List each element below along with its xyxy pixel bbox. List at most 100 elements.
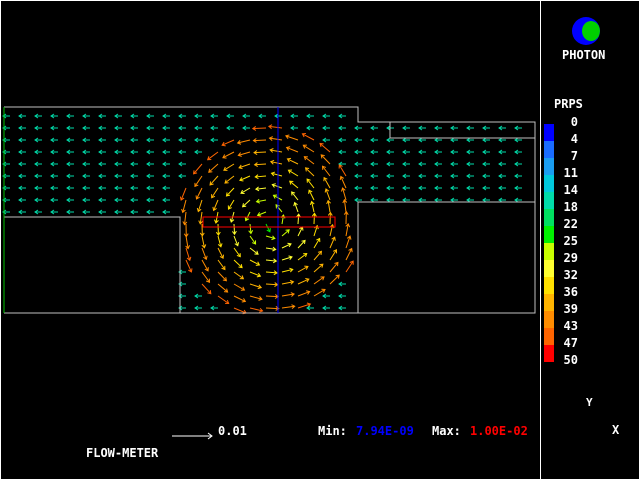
velocity-vector	[18, 161, 26, 167]
velocity-vector	[402, 173, 410, 179]
velocity-vector	[434, 125, 442, 131]
velocity-vector	[98, 113, 106, 119]
velocity-vector	[185, 259, 193, 273]
photon-logo-icon	[572, 17, 600, 45]
velocity-vector	[342, 198, 348, 213]
velocity-vector	[98, 185, 106, 191]
velocity-vector	[237, 151, 251, 157]
velocity-vector	[233, 247, 241, 258]
velocity-vector	[450, 149, 458, 155]
velocity-vector	[285, 146, 299, 153]
velocity-vector	[297, 278, 310, 285]
velocity-vector	[338, 305, 346, 311]
legend-swatch	[544, 226, 554, 243]
velocity-vector	[185, 247, 192, 262]
velocity-vector	[482, 125, 490, 131]
velocity-vector	[217, 247, 225, 260]
velocity-vector	[233, 235, 240, 247]
velocity-vector	[217, 235, 223, 248]
velocity-vector	[466, 185, 474, 191]
velocity-vector	[386, 197, 394, 203]
velocity-vector	[185, 235, 191, 250]
velocity-vector	[370, 197, 378, 203]
legend-swatch	[544, 124, 554, 141]
velocity-vector	[130, 185, 138, 191]
velocity-vector	[114, 149, 122, 155]
velocity-vector	[66, 185, 74, 191]
velocity-vector	[311, 212, 317, 225]
velocity-vector	[66, 113, 74, 119]
velocity-vector	[236, 139, 251, 145]
velocity-vector	[354, 161, 362, 167]
velocity-vector	[82, 161, 90, 167]
velocity-vector	[256, 211, 267, 217]
velocity-vector	[179, 187, 187, 201]
velocity-vector	[265, 235, 276, 241]
velocity-vector	[253, 150, 267, 155]
velocity-vector	[227, 199, 235, 210]
velocity-vector	[221, 139, 235, 147]
velocity-vector	[370, 137, 378, 143]
velocity-vector	[182, 211, 188, 226]
velocity-vector	[434, 149, 442, 155]
velocity-vector	[514, 197, 522, 203]
velocity-vector	[194, 137, 202, 143]
velocity-vector	[514, 125, 522, 131]
velocity-vector	[130, 209, 138, 215]
velocity-vector	[181, 199, 187, 214]
velocity-vector	[217, 271, 228, 282]
velocity-vector	[386, 149, 394, 155]
velocity-vector	[50, 149, 58, 155]
velocity-vector	[322, 137, 330, 143]
velocity-vector	[306, 305, 314, 311]
velocity-vector	[249, 271, 262, 278]
velocity-vector	[162, 185, 170, 191]
velocity-vector	[50, 113, 58, 119]
velocity-vector	[206, 151, 219, 161]
velocity-vector	[482, 185, 490, 191]
velocity-vector	[82, 209, 90, 215]
legend-label: 39	[563, 302, 578, 316]
legend-swatch	[544, 311, 554, 328]
legend-title: PRPS	[554, 97, 583, 111]
velocity-vector	[178, 137, 186, 143]
velocity-vector	[209, 175, 219, 186]
velocity-vector	[306, 178, 315, 189]
velocity-vector	[196, 199, 203, 213]
velocity-vector	[34, 185, 42, 191]
velocity-vector	[82, 113, 90, 119]
velocity-vector	[297, 302, 312, 309]
velocity-vector	[354, 125, 362, 131]
velocity-vector	[482, 161, 490, 167]
velocity-vector	[324, 188, 331, 201]
velocity-vector	[249, 259, 261, 266]
velocity-vector	[386, 185, 394, 191]
velocity-vector	[50, 125, 58, 131]
velocity-vector	[248, 223, 254, 235]
velocity-vector	[114, 185, 122, 191]
velocity-vector	[162, 137, 170, 143]
velocity-vector	[265, 270, 278, 276]
legend-label: 43	[563, 319, 578, 333]
velocity-vector	[34, 113, 42, 119]
legend-label: 50	[563, 353, 578, 367]
min-value: 7.94E-09	[356, 424, 414, 438]
velocity-vector	[338, 137, 346, 143]
panel-divider	[540, 0, 541, 480]
velocity-vector	[270, 171, 283, 177]
velocity-vector	[233, 283, 246, 291]
velocity-vector	[434, 173, 442, 179]
velocity-vector	[82, 137, 90, 143]
velocity-vector	[322, 113, 330, 119]
velocity-vector	[322, 305, 330, 311]
velocity-vector	[258, 113, 266, 119]
velocity-vector	[178, 161, 186, 167]
velocity-vector	[98, 197, 106, 203]
velocity-vector	[514, 149, 522, 155]
velocity-vector	[402, 197, 410, 203]
velocity-vector	[98, 161, 106, 167]
velocity-vector	[34, 161, 42, 167]
plot-title: FLOW-METER	[86, 446, 159, 460]
velocity-vector	[345, 260, 354, 273]
velocity-vector	[297, 239, 306, 249]
